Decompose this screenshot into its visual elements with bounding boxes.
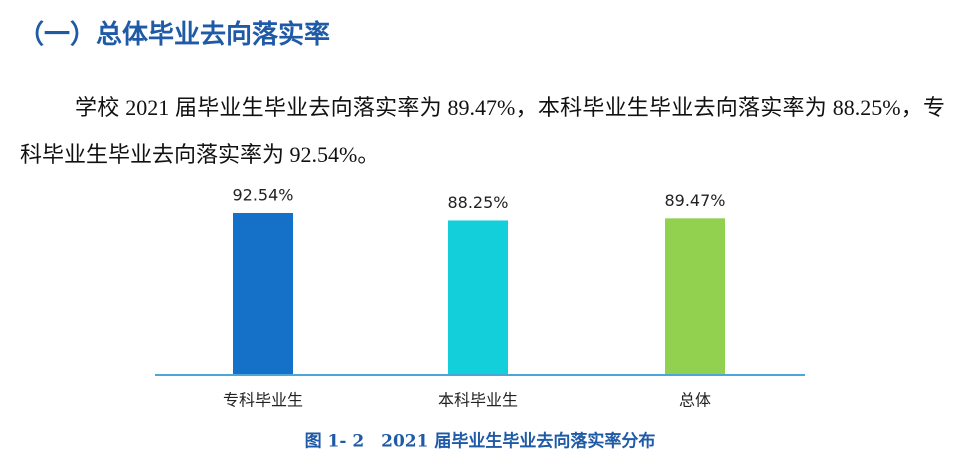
data-label: 89.47% bbox=[664, 191, 725, 210]
category-label: 专科毕业生 bbox=[223, 391, 303, 410]
category-label: 总体 bbox=[679, 391, 711, 410]
figure-caption: 图 1- 2 2021 届毕业生毕业去向落实率分布 bbox=[305, 431, 656, 452]
bar bbox=[665, 218, 725, 374]
category-label: 本科毕业生 bbox=[438, 391, 518, 410]
data-label: 92.54% bbox=[232, 185, 293, 204]
bar bbox=[448, 220, 508, 374]
data-label: 88.25% bbox=[447, 193, 508, 212]
section-heading: （一）总体毕业去向落实率 bbox=[18, 20, 331, 50]
bar bbox=[233, 212, 293, 374]
paragraph: 学校 2021 届毕业生毕业去向落实率为 89.47%，本科毕业生毕业去向落实率… bbox=[20, 95, 945, 167]
